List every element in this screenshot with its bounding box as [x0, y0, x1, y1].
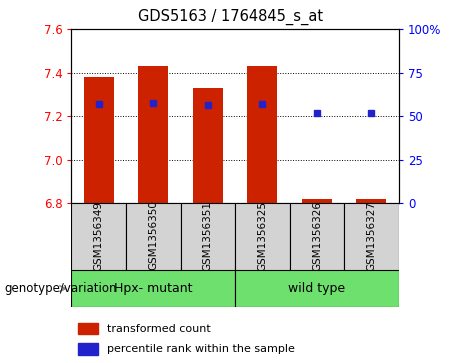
Bar: [78, 323, 98, 334]
Bar: [235, 270, 399, 307]
Bar: [71, 270, 235, 307]
Bar: [84, 77, 114, 203]
Bar: [126, 203, 181, 270]
Text: Hpx- mutant: Hpx- mutant: [114, 282, 193, 295]
Bar: [248, 66, 278, 203]
Bar: [290, 203, 344, 270]
Text: GSM1356350: GSM1356350: [148, 201, 158, 270]
Bar: [193, 88, 223, 203]
Text: GSM1356327: GSM1356327: [366, 200, 377, 270]
Text: GSM1356325: GSM1356325: [257, 200, 267, 270]
Text: genotype/variation: genotype/variation: [5, 282, 117, 295]
Text: GSM1356349: GSM1356349: [94, 200, 104, 270]
Bar: [235, 203, 290, 270]
Text: GSM1356351: GSM1356351: [203, 200, 213, 270]
Text: transformed count: transformed count: [107, 324, 211, 334]
Text: GSM1356326: GSM1356326: [312, 200, 322, 270]
Bar: [138, 66, 168, 203]
Bar: [78, 343, 98, 355]
Text: wild type: wild type: [289, 282, 345, 295]
Text: percentile rank within the sample: percentile rank within the sample: [107, 344, 296, 354]
Bar: [181, 203, 235, 270]
Bar: [302, 199, 332, 203]
Text: GDS5163 / 1764845_s_at: GDS5163 / 1764845_s_at: [138, 9, 323, 25]
Bar: [356, 199, 386, 203]
Bar: [344, 203, 399, 270]
Bar: [71, 203, 126, 270]
